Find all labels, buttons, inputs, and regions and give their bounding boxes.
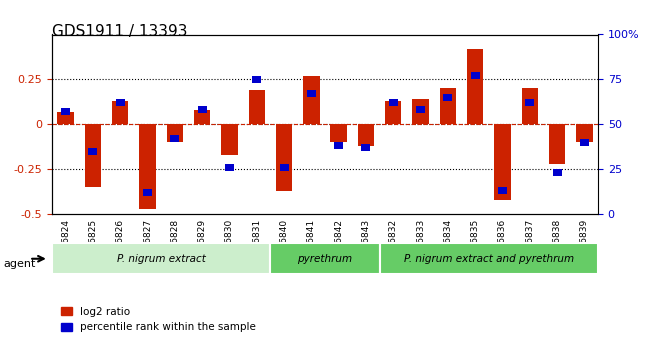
Bar	[57, 112, 74, 124]
Bar	[84, 124, 101, 187]
Bar	[225, 164, 234, 171]
Bar	[170, 135, 179, 142]
Bar	[358, 124, 374, 146]
FancyBboxPatch shape	[380, 243, 598, 274]
Bar	[143, 189, 152, 196]
Bar	[330, 124, 347, 142]
Legend: log2 ratio, percentile rank within the sample: log2 ratio, percentile rank within the s…	[57, 303, 260, 336]
Bar	[443, 94, 452, 101]
Bar	[194, 110, 211, 124]
Bar	[198, 106, 207, 114]
Text: P. nigrum extract and pyrethrum: P. nigrum extract and pyrethrum	[404, 254, 574, 264]
Bar	[61, 108, 70, 115]
Bar	[385, 101, 402, 124]
Bar	[361, 144, 370, 151]
Bar	[139, 124, 156, 208]
Bar	[221, 124, 238, 155]
Bar	[248, 90, 265, 124]
Bar	[307, 90, 316, 97]
Bar	[280, 164, 289, 171]
FancyBboxPatch shape	[270, 243, 380, 274]
Bar	[549, 124, 566, 164]
Bar	[334, 142, 343, 149]
Bar	[552, 169, 562, 176]
Bar	[494, 124, 511, 199]
Text: GDS1911 / 13393: GDS1911 / 13393	[52, 24, 187, 39]
Bar	[416, 106, 425, 114]
Text: agent: agent	[3, 259, 36, 269]
Bar	[252, 76, 261, 83]
Bar	[389, 99, 398, 106]
Bar	[88, 148, 98, 155]
FancyBboxPatch shape	[52, 243, 270, 274]
Text: pyrethrum: pyrethrum	[298, 254, 352, 264]
Bar	[498, 187, 507, 194]
Bar	[166, 124, 183, 142]
Bar	[439, 88, 456, 124]
Bar	[112, 101, 129, 124]
Bar	[580, 139, 589, 146]
Bar	[116, 99, 125, 106]
Bar	[525, 99, 534, 106]
Bar	[467, 49, 484, 124]
Bar	[303, 76, 320, 124]
Bar	[521, 88, 538, 124]
Bar	[412, 99, 429, 124]
Text: P. nigrum extract: P. nigrum extract	[117, 254, 205, 264]
Bar	[276, 124, 292, 190]
Bar	[576, 124, 593, 142]
Bar	[471, 72, 480, 79]
